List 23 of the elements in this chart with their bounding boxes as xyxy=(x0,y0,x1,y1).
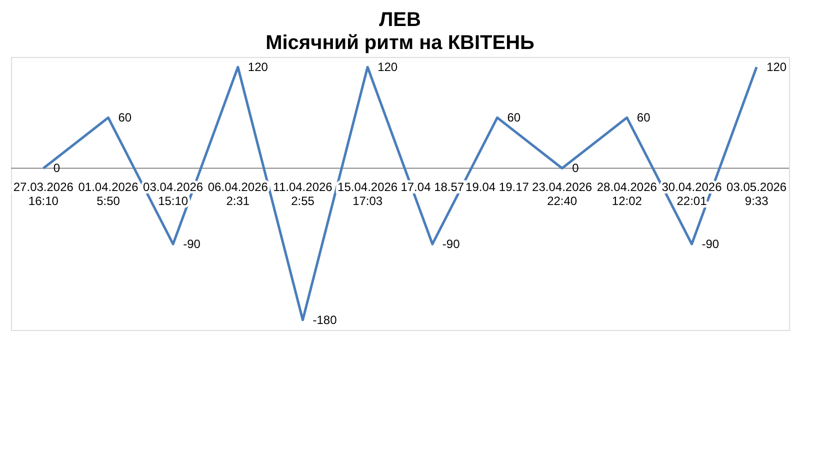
chart-title: ЛЕВ xyxy=(379,9,421,31)
data-label: -90 xyxy=(183,237,201,252)
data-label: 120 xyxy=(248,60,268,74)
x-tick-label: 15.04.2026 17:03 xyxy=(338,180,398,208)
x-tick-label: 06.04.2026 2:31 xyxy=(208,180,268,208)
data-label: -90 xyxy=(442,237,460,252)
data-label: 0 xyxy=(572,161,580,176)
x-tick-label: 01.04.2026 5:50 xyxy=(78,180,139,208)
x-tick-label: 03.05.2026 9:33 xyxy=(726,180,787,208)
x-tick-label: 27.03.2026 16:10 xyxy=(13,180,74,208)
data-label: 60 xyxy=(636,110,651,125)
data-label: 120 xyxy=(378,60,398,74)
x-tick-label: 23.04.2026 22:40 xyxy=(532,180,592,208)
x-tick-label: 19.04 19.17 xyxy=(466,180,530,194)
x-tick-label: 11.04.2026 2:55 xyxy=(273,180,333,208)
data-label: 120 xyxy=(766,60,787,74)
data-label: -180 xyxy=(312,312,338,327)
data-label: 60 xyxy=(507,110,521,125)
chart-subtitle: Місячний ритм на КВІТЕНЬ xyxy=(266,32,534,54)
data-label: 0 xyxy=(53,161,60,176)
x-tick-label: 28.04.2026 12:02 xyxy=(596,180,658,208)
data-label: -90 xyxy=(702,237,720,252)
data-label: 60 xyxy=(118,110,132,125)
